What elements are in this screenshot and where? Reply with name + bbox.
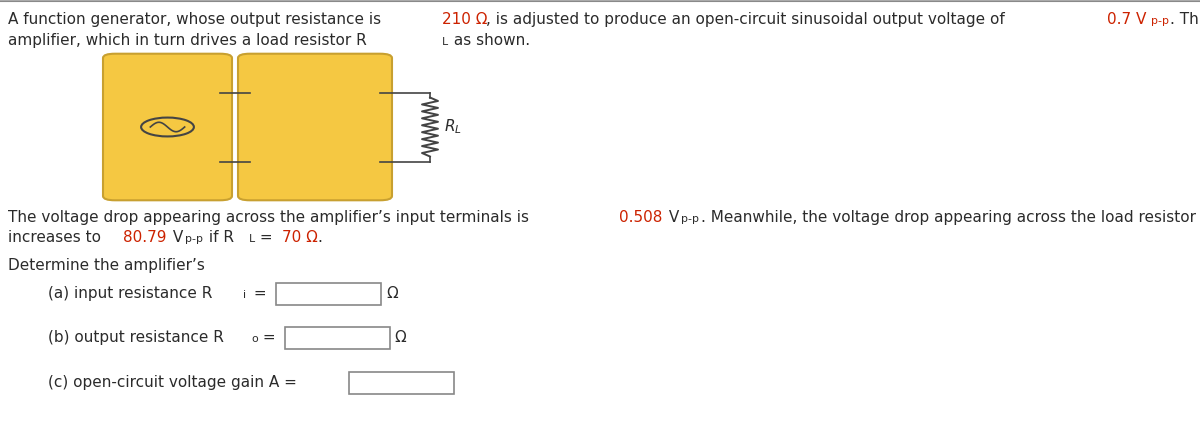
Text: p-p: p-p [185, 234, 203, 244]
Text: . This function generator is connected to an: . This function generator is connected t… [1170, 12, 1200, 27]
Text: p-p: p-p [1151, 16, 1169, 26]
Text: i: i [242, 290, 246, 300]
Text: V: V [664, 210, 679, 225]
Text: L: L [248, 234, 254, 244]
Text: A function generator, whose output resistance is: A function generator, whose output resis… [8, 12, 386, 27]
Text: Determine the amplifier’s: Determine the amplifier’s [8, 258, 205, 273]
Text: 70 Ω: 70 Ω [282, 230, 318, 245]
Text: p-p: p-p [682, 214, 700, 224]
Text: Ω: Ω [395, 330, 407, 345]
Text: The voltage drop appearing across the amplifier’s input terminals is: The voltage drop appearing across the am… [8, 210, 534, 225]
Text: Amplifier: Amplifier [282, 120, 348, 135]
Text: (a) input resistance R: (a) input resistance R [48, 286, 212, 301]
Text: o: o [252, 334, 258, 344]
Text: (c) open-circuit voltage gain A =: (c) open-circuit voltage gain A = [48, 375, 301, 390]
Text: amplifier, which in turn drives a load resistor R: amplifier, which in turn drives a load r… [8, 33, 367, 48]
Text: . Meanwhile, the voltage drop appearing across the load resistor is: . Meanwhile, the voltage drop appearing … [701, 210, 1200, 225]
Text: as shown.: as shown. [449, 33, 529, 48]
Text: L: L [442, 37, 449, 47]
Text: increases to: increases to [8, 230, 106, 245]
Text: if R: if R [204, 230, 234, 245]
Text: V: V [168, 230, 182, 245]
Text: =: = [250, 286, 272, 301]
Text: 0.508: 0.508 [619, 210, 662, 225]
Text: Ω: Ω [386, 286, 397, 301]
Text: .: . [317, 230, 322, 245]
Text: $R_L$: $R_L$ [444, 118, 462, 136]
Text: 80.79: 80.79 [124, 230, 167, 245]
Text: =: = [258, 330, 281, 345]
Text: 210 Ω: 210 Ω [442, 12, 487, 27]
Text: (b) output resistance R: (b) output resistance R [48, 330, 224, 345]
Text: 0.7 V: 0.7 V [1106, 12, 1146, 27]
Text: =: = [256, 230, 277, 245]
Text: , is adjusted to produce an open-circuit sinusoidal output voltage of: , is adjusted to produce an open-circuit… [486, 12, 1010, 27]
